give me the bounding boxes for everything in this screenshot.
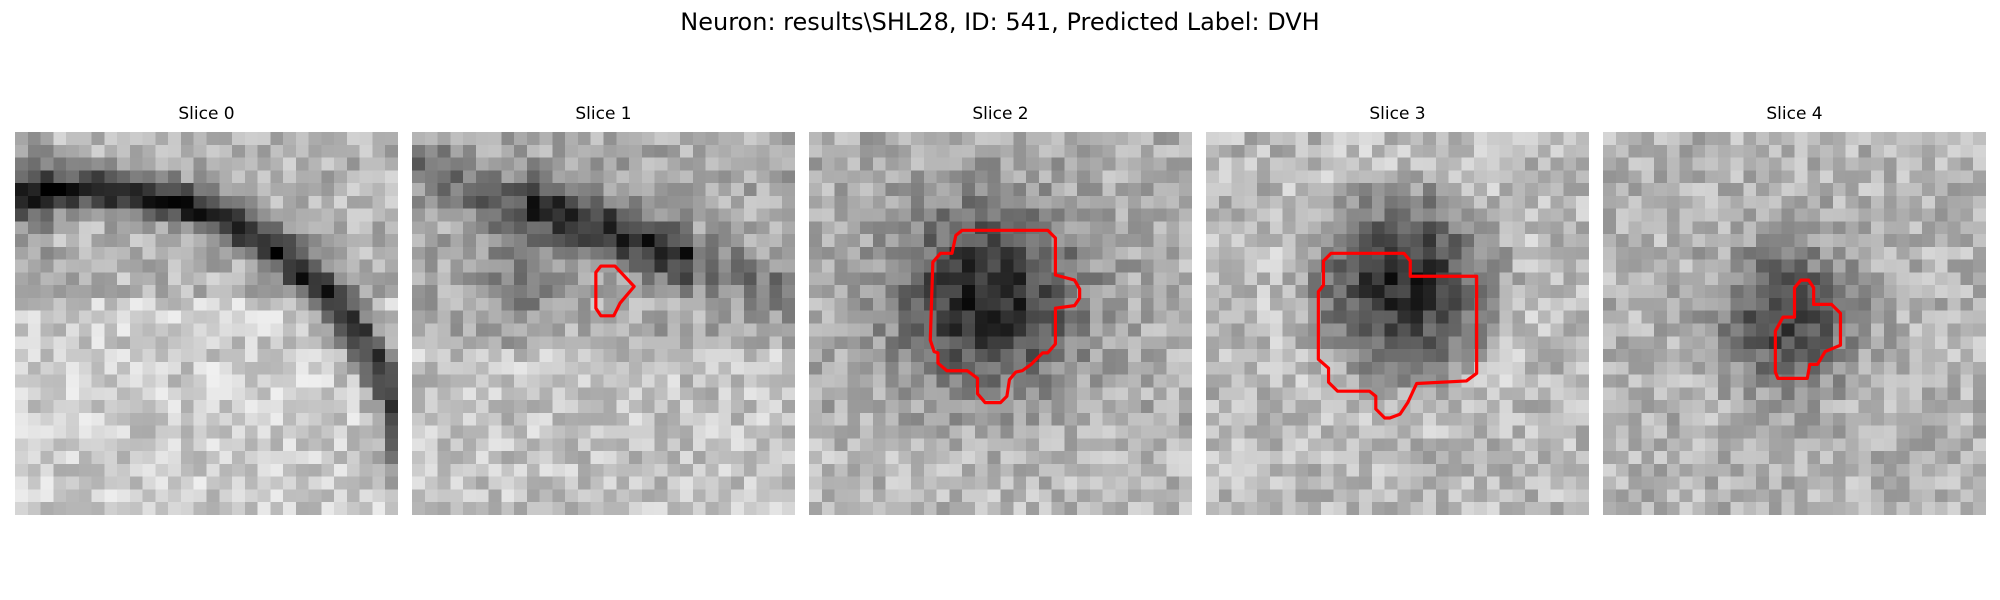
roi-contour-overlay bbox=[15, 132, 398, 515]
roi-contour-overlay bbox=[594, 264, 636, 318]
slice-title: Slice 4 bbox=[1766, 104, 1823, 124]
slice-image bbox=[412, 132, 795, 515]
roi-contour-overlay bbox=[1316, 251, 1479, 420]
slice-image bbox=[15, 132, 398, 515]
roi-contour-overlay bbox=[1773, 278, 1843, 380]
slice-image bbox=[809, 132, 1192, 515]
roi-contour bbox=[1316, 251, 1479, 420]
figure-title: Neuron: results\SHL28, ID: 541, Predicte… bbox=[680, 8, 1320, 36]
slice-title: Slice 2 bbox=[972, 104, 1029, 124]
slice-panel-0: Slice 0 bbox=[15, 104, 398, 515]
slice-panel-1: Slice 1 bbox=[412, 104, 795, 515]
roi-contour bbox=[1773, 278, 1843, 380]
slice-image bbox=[1603, 132, 1986, 515]
slice-image bbox=[1206, 132, 1589, 515]
slice-title: Slice 3 bbox=[1369, 104, 1426, 124]
roi-contour-overlay bbox=[928, 228, 1082, 405]
slice-panel-4: Slice 4 bbox=[1603, 104, 1986, 515]
slice-panel-2: Slice 2 bbox=[809, 104, 1192, 515]
slice-title: Slice 0 bbox=[178, 104, 235, 124]
roi-contour bbox=[594, 264, 636, 318]
roi-contour bbox=[928, 228, 1082, 405]
slice-title: Slice 1 bbox=[575, 104, 632, 124]
slice-panel-3: Slice 3 bbox=[1206, 104, 1589, 515]
